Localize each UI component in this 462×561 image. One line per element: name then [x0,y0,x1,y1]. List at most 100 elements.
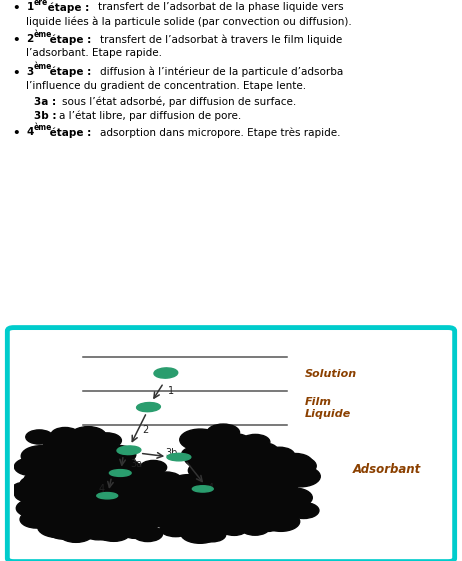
Circle shape [131,500,166,519]
Circle shape [44,490,82,509]
Circle shape [98,483,135,503]
Circle shape [43,436,85,458]
Text: a l’état libre, par diffusion de pore.: a l’état libre, par diffusion de pore. [59,111,241,121]
Circle shape [171,494,198,508]
Circle shape [218,472,255,492]
Circle shape [139,502,164,515]
Ellipse shape [192,486,213,492]
Circle shape [99,458,141,480]
Circle shape [59,469,90,485]
Circle shape [66,481,95,496]
Circle shape [85,512,113,527]
Circle shape [84,468,123,489]
Text: diffusion à l’intérieur de la particule d’adsorba: diffusion à l’intérieur de la particule … [100,67,343,77]
Circle shape [37,453,74,472]
Circle shape [188,481,224,500]
Circle shape [134,479,162,493]
Circle shape [124,490,154,506]
Circle shape [133,526,163,541]
Text: étape :: étape : [46,127,95,137]
Circle shape [177,498,205,513]
Circle shape [182,498,220,518]
Circle shape [275,488,312,508]
Circle shape [278,453,312,472]
Circle shape [95,526,122,540]
Circle shape [244,464,280,482]
Circle shape [136,502,161,515]
Circle shape [79,512,118,532]
Circle shape [83,493,123,514]
Circle shape [199,503,229,519]
Circle shape [103,479,139,498]
Circle shape [209,451,245,470]
Circle shape [35,505,77,527]
Circle shape [87,495,122,514]
Circle shape [57,454,91,471]
Circle shape [180,429,221,450]
Circle shape [273,495,306,513]
Circle shape [116,505,146,521]
Circle shape [155,514,180,527]
Circle shape [99,476,137,495]
Text: 1: 1 [168,386,174,396]
Circle shape [175,508,213,528]
Circle shape [220,443,259,462]
Circle shape [234,503,272,523]
Circle shape [33,494,61,508]
Circle shape [51,427,79,442]
Circle shape [217,503,256,524]
Circle shape [191,467,225,484]
Circle shape [213,458,249,477]
Circle shape [188,486,215,500]
Circle shape [34,505,60,519]
Text: 2: 2 [26,34,34,44]
Circle shape [182,489,214,506]
Circle shape [58,511,96,531]
Circle shape [241,434,270,449]
Circle shape [140,461,167,474]
Circle shape [188,462,222,479]
Circle shape [249,443,278,458]
Circle shape [80,481,119,501]
Circle shape [61,488,103,509]
Circle shape [211,504,244,521]
Circle shape [195,479,223,494]
Circle shape [205,452,235,467]
Text: Film
Liquide: Film Liquide [305,397,351,420]
Text: 2: 2 [142,425,149,435]
Circle shape [280,466,320,487]
Text: étape :: étape : [46,67,95,77]
Circle shape [259,488,286,501]
Text: sous l’état adsorbé, par diffusion de surface.: sous l’état adsorbé, par diffusion de su… [62,97,296,107]
Circle shape [120,471,160,491]
Circle shape [255,494,280,507]
Circle shape [85,507,120,525]
Circle shape [233,454,263,470]
Circle shape [272,491,310,512]
Circle shape [262,509,289,523]
Circle shape [105,516,137,533]
Circle shape [212,475,252,496]
Circle shape [288,503,319,518]
Circle shape [14,458,49,476]
Circle shape [57,470,92,488]
Circle shape [77,514,114,534]
Circle shape [218,498,244,512]
Circle shape [31,459,58,473]
Circle shape [48,481,81,499]
Circle shape [229,461,260,477]
Circle shape [207,453,248,474]
Circle shape [150,490,179,504]
Circle shape [101,445,136,464]
Circle shape [41,476,66,489]
Circle shape [59,444,96,463]
Circle shape [227,454,266,474]
Text: 4: 4 [98,484,105,494]
Circle shape [57,500,97,521]
Circle shape [16,499,51,517]
Circle shape [90,502,116,516]
Circle shape [74,440,104,456]
Circle shape [29,464,68,484]
Circle shape [199,528,226,542]
Circle shape [219,498,247,513]
